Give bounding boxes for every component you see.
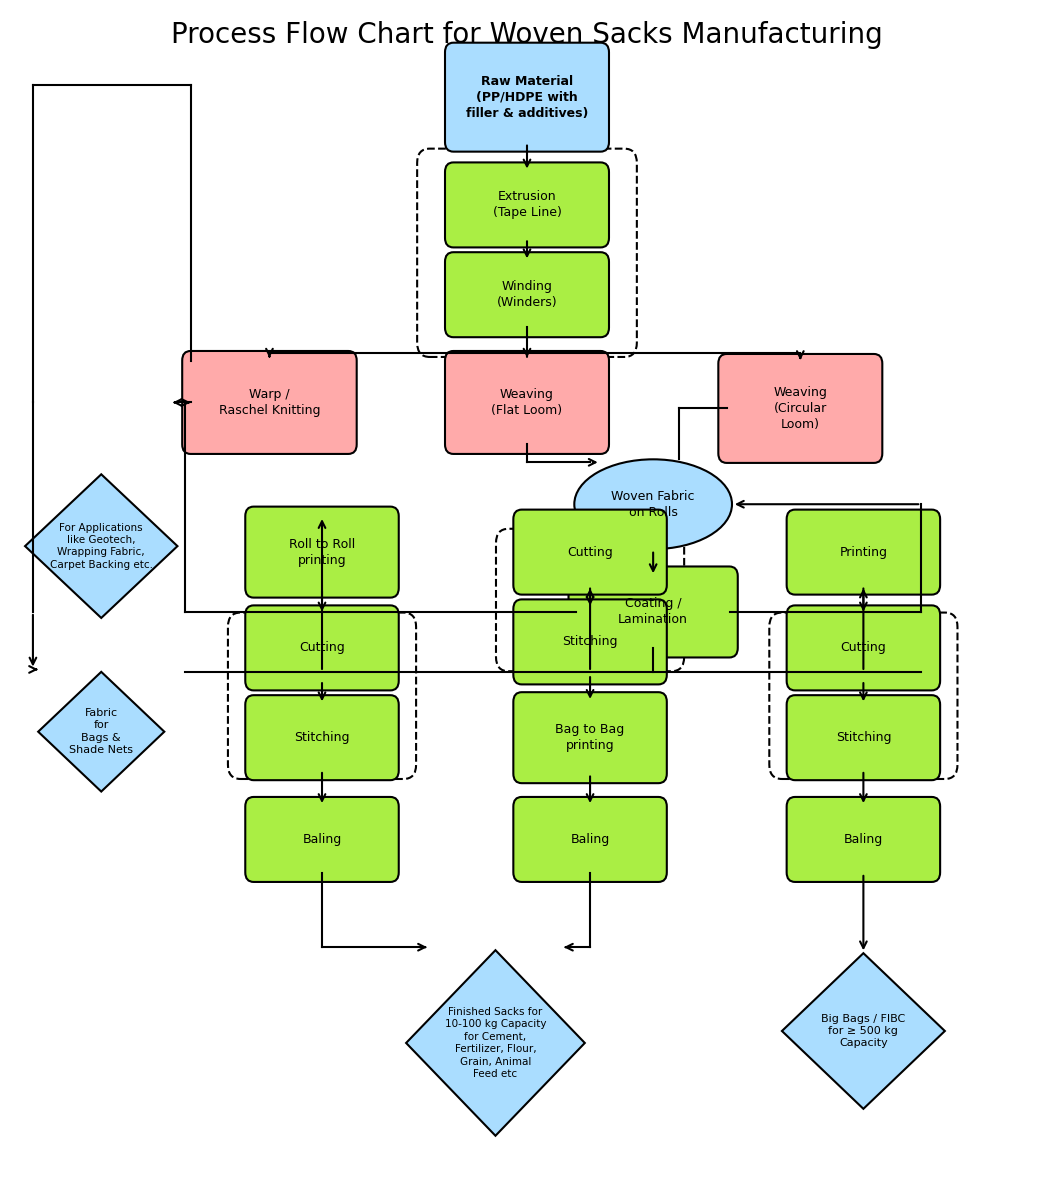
FancyBboxPatch shape <box>445 162 609 247</box>
Text: Raw Material
(PP/HDPE with
filler & additives): Raw Material (PP/HDPE with filler & addi… <box>466 74 588 120</box>
Polygon shape <box>25 474 177 618</box>
Text: Big Bags / FIBC
for ≥ 500 kg
Capacity: Big Bags / FIBC for ≥ 500 kg Capacity <box>821 1014 905 1049</box>
FancyBboxPatch shape <box>246 605 398 690</box>
FancyBboxPatch shape <box>246 506 398 598</box>
Text: Woven Fabric
on Rolls: Woven Fabric on Rolls <box>611 490 695 518</box>
FancyBboxPatch shape <box>246 797 398 882</box>
FancyBboxPatch shape <box>246 695 398 780</box>
FancyBboxPatch shape <box>445 43 609 151</box>
Text: For Applications
like Geotech,
Wrapping Fabric,
Carpet Backing etc.: For Applications like Geotech, Wrapping … <box>50 522 153 570</box>
FancyBboxPatch shape <box>786 605 940 690</box>
Text: Coating /
Lamination: Coating / Lamination <box>619 598 688 626</box>
Text: Stitching: Stitching <box>836 731 891 744</box>
Text: Cutting: Cutting <box>567 546 613 559</box>
Text: Stitching: Stitching <box>294 731 350 744</box>
Text: Printing: Printing <box>839 546 887 559</box>
Polygon shape <box>38 672 164 792</box>
Text: Cutting: Cutting <box>299 641 345 654</box>
FancyBboxPatch shape <box>445 350 609 454</box>
Text: Roll to Roll
printing: Roll to Roll printing <box>289 538 355 566</box>
FancyBboxPatch shape <box>786 695 940 780</box>
Text: Extrusion
(Tape Line): Extrusion (Tape Line) <box>492 191 562 220</box>
Text: Weaving
(Flat Loom): Weaving (Flat Loom) <box>491 388 563 416</box>
Text: Finished Sacks for
10-100 kg Capacity
for Cement,
Fertilizer, Flour,
Grain, Anim: Finished Sacks for 10-100 kg Capacity fo… <box>445 1007 546 1079</box>
Text: Fabric
for
Bags &
Shade Nets: Fabric for Bags & Shade Nets <box>70 708 133 755</box>
FancyBboxPatch shape <box>513 692 667 784</box>
Text: Warp /
Raschel Knitting: Warp / Raschel Knitting <box>218 388 320 416</box>
Polygon shape <box>406 950 585 1135</box>
Text: Process Flow Chart for Woven Sacks Manufacturing: Process Flow Chart for Woven Sacks Manuf… <box>171 20 883 49</box>
Text: Stitching: Stitching <box>563 636 618 648</box>
Text: Baling: Baling <box>302 833 341 846</box>
Text: Baling: Baling <box>844 833 883 846</box>
FancyBboxPatch shape <box>786 797 940 882</box>
Ellipse shape <box>574 460 731 550</box>
FancyBboxPatch shape <box>513 600 667 684</box>
FancyBboxPatch shape <box>719 354 882 463</box>
FancyBboxPatch shape <box>786 510 940 595</box>
FancyBboxPatch shape <box>568 566 738 658</box>
FancyBboxPatch shape <box>513 797 667 882</box>
Text: Weaving
(Circular
Loom): Weaving (Circular Loom) <box>774 386 827 431</box>
FancyBboxPatch shape <box>182 350 356 454</box>
Text: Winding
(Winders): Winding (Winders) <box>496 281 558 310</box>
Text: Bag to Bag
printing: Bag to Bag printing <box>555 724 625 752</box>
Text: Baling: Baling <box>570 833 609 846</box>
FancyBboxPatch shape <box>513 510 667 595</box>
Text: Cutting: Cutting <box>840 641 886 654</box>
Polygon shape <box>782 953 944 1109</box>
FancyBboxPatch shape <box>445 252 609 337</box>
